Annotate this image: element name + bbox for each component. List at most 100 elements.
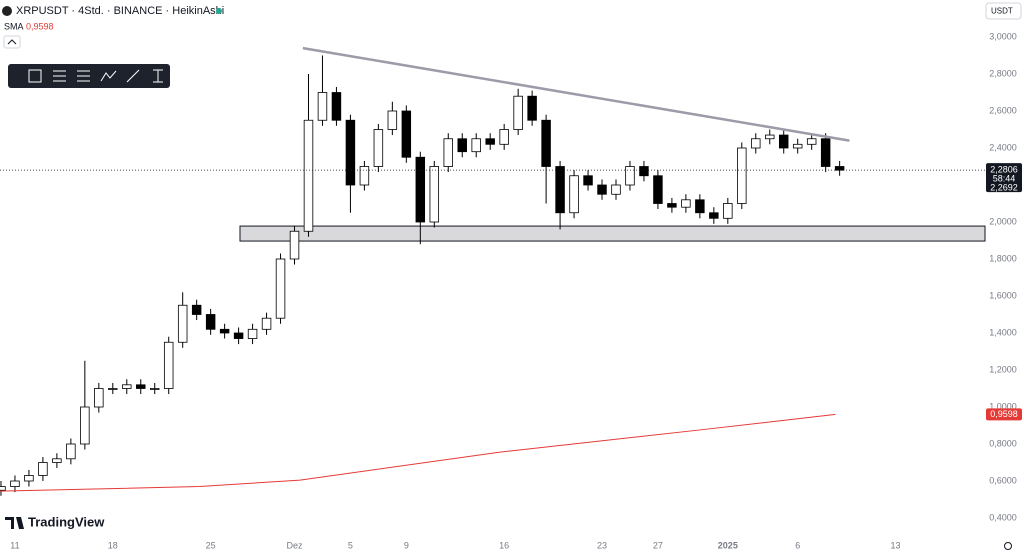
y-tick-label: 1,8000 [989,253,1017,263]
y-tick-label: 1,2000 [989,364,1017,374]
x-tick-label: 18 [108,540,118,550]
candle-body [415,156,426,223]
candle-body [136,384,146,389]
currency-label: USDT [991,7,1013,16]
symbol-title[interactable]: XRPUSDT · 4Std. · BINANCE · HeikinAshi [16,5,224,17]
x-tick-label: 13 [891,540,901,550]
candle-body [401,110,412,158]
x-tick-label: 25 [206,540,216,550]
x-tick-label: 11 [10,540,19,550]
countdown-label: 58:44 [993,173,1016,183]
settings-icon[interactable] [1004,542,1012,550]
candle-body [597,184,607,195]
candle-body [191,304,202,315]
y-tick-label: 0,8000 [989,438,1017,448]
tool-rect[interactable] [28,69,42,83]
symbol-icon [2,6,12,16]
x-tick-label: 27 [653,540,663,550]
drawing-toolbar [8,64,170,88]
y-tick-label: 0,4000 [989,512,1017,522]
market-status [216,8,222,14]
last-price-box [986,163,1022,193]
candle-body [778,134,789,149]
candle-body [108,388,118,390]
y-tick-label: 1,6000 [989,290,1017,300]
trendline [302,46,850,142]
candle-body [52,458,62,463]
x-tick-label: 23 [597,540,607,550]
candle-body [569,175,579,214]
candle-body [94,388,104,408]
candle-body [261,317,272,330]
candle-body [373,129,384,167]
sma-price-label: 0,9598 [990,409,1018,419]
candle-body [177,304,188,343]
candle-body [122,384,132,389]
candle-body [247,328,258,339]
candle-body [0,486,6,491]
candle-body [289,230,300,260]
brand-logo [5,517,24,529]
candle-body [583,175,593,186]
x-tick-label: 6 [795,540,800,550]
candle-body [723,203,733,219]
candle-body [611,184,621,195]
x-tick-label: 9 [404,540,409,550]
sma-price-box [986,408,1022,421]
candle-body [205,314,216,330]
candle-body [541,119,551,167]
x-tick-label: 2025 [718,540,738,550]
candle-body [359,166,370,186]
candle-body [443,138,453,167]
candle-body [709,212,719,219]
y-tick-label: 2,6000 [989,105,1017,115]
currency-button[interactable] [985,2,1022,20]
candle-body [457,138,467,153]
candle-body [149,388,160,390]
candle-body [806,138,817,145]
candle-body [834,166,845,171]
candle-body [429,166,440,223]
tool-path[interactable] [100,70,117,82]
candle-body [345,119,356,186]
candle-body [275,258,286,319]
candle-body [80,406,90,445]
y-tick-label: 3,0000 [989,31,1017,41]
candle-body [751,138,761,149]
candle-body [10,480,20,487]
candle-body [233,332,244,339]
tool-measure[interactable] [153,69,163,83]
candle-body [471,138,481,153]
tool-channel[interactable] [77,70,90,82]
y-tick-label: 1,4000 [989,327,1017,337]
sma-line [0,413,836,492]
candle-body [639,166,649,177]
candle-body [653,175,663,204]
candle-body [317,92,328,121]
collapse-button[interactable] [3,35,21,49]
chevron-icon [7,39,17,45]
candle-body [303,119,314,232]
tool-fib[interactable] [53,70,66,82]
candle-body [737,147,747,204]
candle-body [765,134,775,140]
tool-line[interactable] [126,69,140,83]
candle-body [792,143,803,149]
candle-body [331,92,342,121]
candle-body [695,199,705,214]
indicator-name[interactable]: SMA [4,21,24,31]
candle-body [625,166,635,186]
brand-name: TradingView [28,514,105,529]
candle-body [38,462,48,476]
candle-body [667,203,677,208]
candle-body [387,110,398,130]
candle-body [527,95,537,121]
y-tick-label: 2,0000 [989,216,1017,226]
support-zone [239,225,986,242]
candle-body [66,443,76,460]
x-tick-label: Dez [286,540,303,550]
y-tick-label: 1,0000 [989,401,1017,411]
candle-body [499,129,509,145]
prev-price-label: 2,2692 [990,182,1018,192]
x-tick-label: 16 [499,540,509,550]
